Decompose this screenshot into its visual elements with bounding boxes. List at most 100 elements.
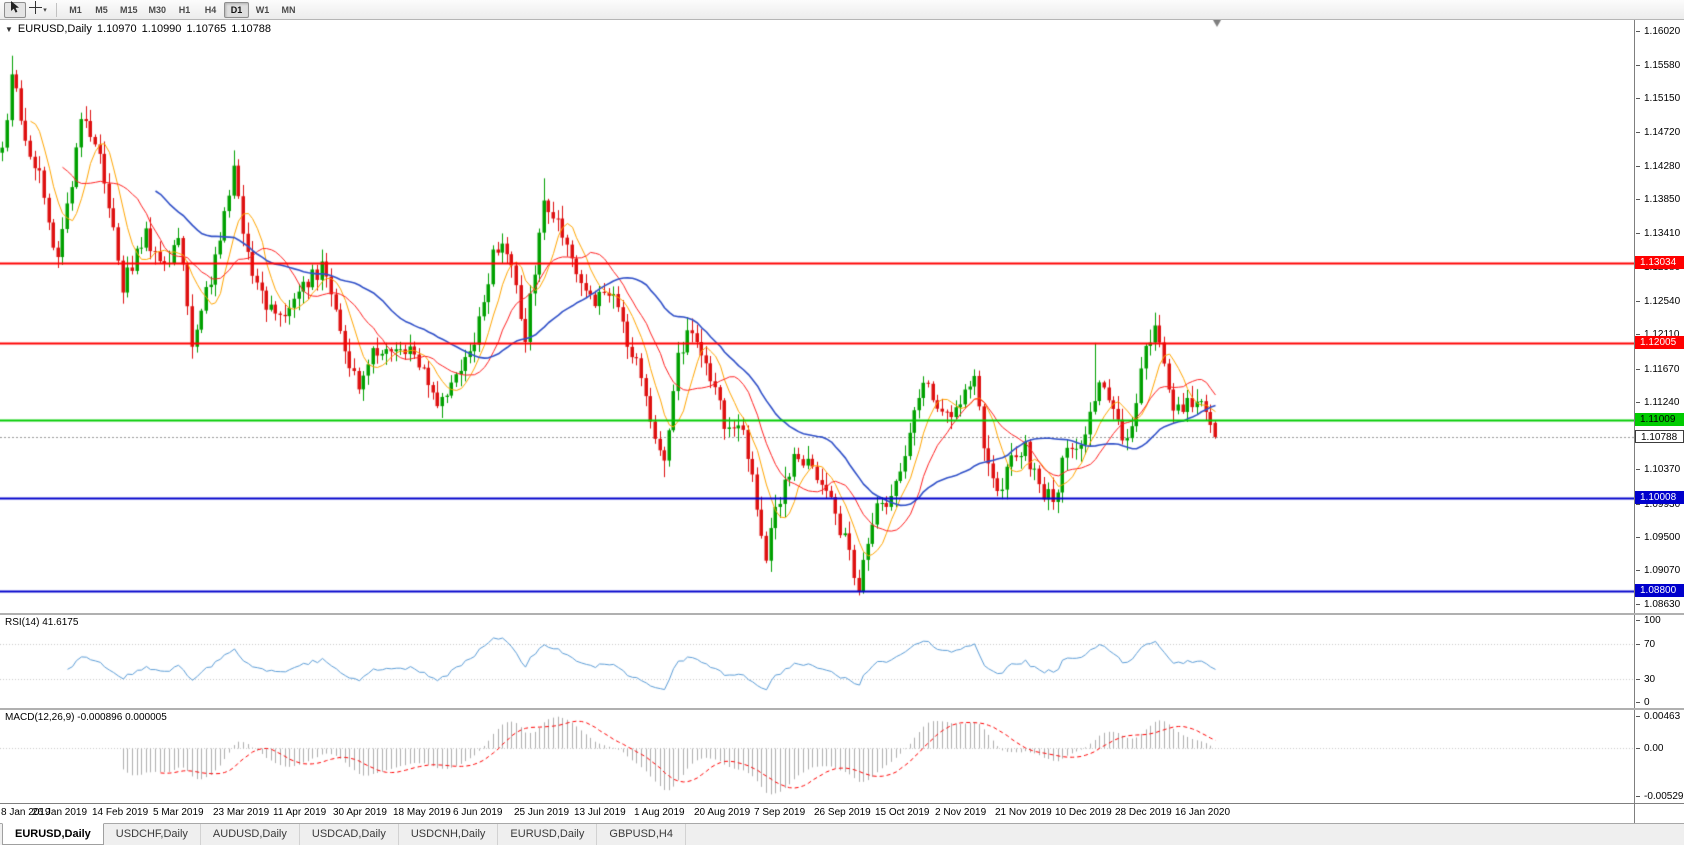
rsi-panel: RSI(14) 41.6175 100 70 30 0 [0, 613, 1684, 708]
timeframe-buttons: M1 M5 M15 M30 H1 H4 D1 W1 MN [63, 0, 302, 19]
timeframe-toolbar: ▾ M1 M5 M15 M30 H1 H4 D1 W1 MN [0, 0, 1684, 20]
rsi-label: RSI(14) 41.6175 [5, 617, 79, 628]
price-axis-tick: 1.15150 [1635, 93, 1684, 104]
timeframe-button-mn[interactable]: MN [281, 4, 296, 15]
time-axis-corner [1634, 804, 1684, 823]
date-label: 11 Apr 2019 [273, 807, 327, 818]
chart-tab-5[interactable]: EURUSD,Daily [498, 824, 598, 845]
rsi-canvas[interactable] [0, 615, 1634, 708]
time-axis[interactable]: 8 Jan 2019 26 Jan 2019 14 Feb 2019 5 Mar 20… [0, 804, 1634, 823]
chart-tab-4[interactable]: USDCNH,Daily [399, 824, 499, 845]
hline-price-badge: 1.12005 [1635, 335, 1684, 349]
timeframe-button-m30[interactable]: M30 [148, 4, 167, 15]
date-label: 23 Mar 2019 [213, 807, 270, 818]
macd-plot[interactable]: MACD(12,26,9) -0.000896 0.000005 [0, 710, 1634, 803]
price-axis-tick: 1.09930 [1635, 499, 1684, 510]
timeframe-button-m1[interactable]: M1 [69, 4, 82, 15]
timeframe-button-d1[interactable]: D1 [224, 1, 250, 18]
price-axis-tick: 1.09500 [1635, 532, 1684, 543]
date-label: 26 Sep 2019 [814, 807, 871, 818]
hline-price-badge: 1.11009 [1635, 412, 1684, 426]
hline-price-badge: 1.08800 [1635, 584, 1684, 598]
price-axis-tick: 1.14280 [1635, 161, 1684, 172]
macd-axis[interactable]: 0.00463 0.00 -0.005295 [1634, 710, 1684, 803]
date-label: 20 Aug 2019 [694, 807, 751, 818]
date-label: 25 Jun 2019 [514, 807, 570, 818]
price-axis-tick: 1.10370 [1635, 464, 1684, 475]
macd-panel: MACD(12,26,9) -0.000896 0.000005 0.00463… [0, 708, 1684, 803]
chart-tab-0[interactable]: EURUSD,Daily [2, 823, 104, 845]
one-click-trading-toggle[interactable]: ▼ [5, 24, 13, 34]
quote-open: 1.10970 [96, 23, 137, 35]
rsi-axis-tick: 30 [1635, 674, 1684, 685]
bid-price-badge: 1.10788 [1635, 429, 1684, 443]
chart-tab-bar: EURUSD,Daily USDCHF,Daily AUDUSD,Daily USDC… [0, 823, 1684, 845]
rsi-axis-tick: 100 [1635, 615, 1684, 626]
date-label: 6 Jun 2019 [453, 807, 503, 818]
price-axis-tick: 1.11670 [1635, 364, 1684, 375]
price-plot[interactable]: ▼ EURUSD,Daily 1.10970 1.10990 1.10765 1… [0, 20, 1634, 613]
date-label: 30 Apr 2019 [333, 807, 387, 818]
date-label: 2 Nov 2019 [935, 807, 987, 818]
rsi-axis-tick: 70 [1635, 639, 1684, 650]
date-label: 1 Aug 2019 [634, 807, 685, 818]
date-label: 21 Nov 2019 [995, 807, 1052, 818]
price-axis-tick: 1.13410 [1635, 228, 1684, 239]
price-axis-tick: 1.13850 [1635, 194, 1684, 205]
date-label: 16 Jan 2020 [1175, 807, 1231, 818]
rsi-axis[interactable]: 100 70 30 0 [1634, 615, 1684, 708]
price-axis-tick: 1.08630 [1635, 599, 1684, 610]
timeframe-button-m15[interactable]: M15 [120, 4, 138, 15]
timeframe-button-h4[interactable]: H4 [204, 4, 217, 15]
timeframe-button-h1[interactable]: H1 [178, 4, 191, 15]
timeframe-button-m5[interactable]: M5 [95, 4, 108, 15]
macd-axis-tick: 0.00463 [1635, 711, 1684, 722]
date-label: 18 May 2019 [393, 807, 451, 818]
chevron-down-icon: ▾ [43, 6, 47, 14]
price-axis-tick: 1.11240 [1635, 397, 1684, 408]
hline-price-badge: 1.10008 [1635, 490, 1684, 504]
price-axis-tick: 1.16020 [1635, 26, 1684, 37]
chart-tab-6[interactable]: GBPUSD,H4 [597, 824, 686, 845]
price-axis[interactable]: 1.16020 1.15580 1.15150 1.14720 1.14280 1.138… [1634, 20, 1684, 613]
date-label: 13 Jul 2019 [574, 807, 626, 818]
date-label: 15 Oct 2019 [875, 807, 930, 818]
date-label: 10 Dec 2019 [1055, 807, 1112, 818]
timeframe-button-w1[interactable]: W1 [255, 4, 270, 15]
macd-axis-tick: -0.005295 [1635, 791, 1684, 802]
date-label: 5 Mar 2019 [153, 807, 204, 818]
crosshair-icon [29, 0, 43, 19]
date-label: 7 Sep 2019 [754, 807, 806, 818]
cursor-icon [9, 0, 21, 19]
macd-canvas[interactable] [0, 710, 1634, 803]
chart-symbol: EURUSD,Daily [17, 23, 92, 35]
price-axis-tick: 1.15580 [1635, 60, 1684, 71]
chart-tab-2[interactable]: AUDUSD,Daily [201, 824, 300, 845]
macd-label: MACD(12,26,9) -0.000896 0.000005 [5, 712, 167, 723]
macd-axis-tick: 0.00 [1635, 743, 1684, 754]
rsi-plot[interactable]: RSI(14) 41.6175 [0, 615, 1634, 708]
price-axis-tick: 1.09070 [1635, 565, 1684, 576]
cursor-tool-button[interactable] [4, 0, 26, 19]
quote-close: 1.10788 [231, 23, 271, 35]
date-label: 26 Jan 2019 [32, 807, 88, 818]
price-axis-tick: 1.12110 [1635, 329, 1684, 340]
date-label: 8 Jan 2019 [1, 807, 51, 818]
time-axis-row: 8 Jan 2019 26 Jan 2019 14 Feb 2019 5 Mar 20… [0, 803, 1684, 823]
quote-high: 1.10990 [141, 23, 182, 35]
date-label: 14 Feb 2019 [92, 807, 149, 818]
price-axis-tick: 1.14720 [1635, 127, 1684, 138]
chart-title: ▼ EURUSD,Daily 1.10970 1.10990 1.10765 1… [5, 23, 271, 35]
chart-tab-1[interactable]: USDCHF,Daily [104, 824, 201, 845]
quote-low: 1.10765 [186, 23, 227, 35]
price-chart-panel: ▼ EURUSD,Daily 1.10970 1.10990 1.10765 1… [0, 20, 1684, 613]
crosshair-tool-button[interactable]: ▾ [27, 0, 49, 19]
toolbar-separator [56, 2, 57, 17]
chart-tab-3[interactable]: USDCAD,Daily [300, 824, 399, 845]
hline-price-badge: 1.13034 [1635, 255, 1684, 269]
price-axis-tick: 1.12540 [1635, 296, 1684, 307]
price-canvas[interactable] [0, 20, 1634, 613]
date-label: 28 Dec 2019 [1115, 807, 1172, 818]
rsi-axis-tick: 0 [1635, 697, 1684, 708]
